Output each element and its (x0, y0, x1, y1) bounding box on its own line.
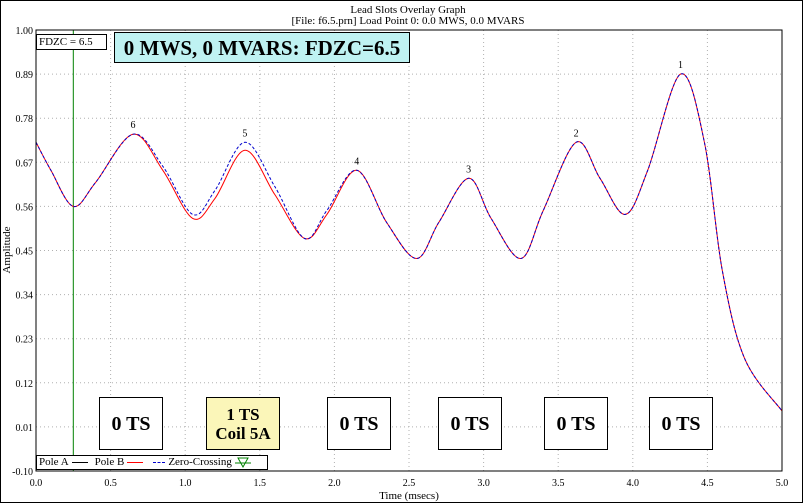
x-tick-label: 0.5 (104, 478, 117, 489)
y-tick-label: 0.78 (16, 114, 34, 125)
x-tick-label: 5.0 (776, 478, 789, 489)
peak-label: 3 (466, 164, 471, 175)
ts-box-3: 0 TS (438, 397, 502, 450)
ts-box-6-text: 0 TS (111, 412, 151, 435)
y-tick-label: 0.45 (16, 247, 34, 258)
x-tick-label: 2.5 (403, 478, 416, 489)
peak-label: 4 (354, 156, 359, 167)
legend-item-zero-crossing: Zero-Crossing (150, 456, 251, 469)
legend-label-pole-a: Pole A (39, 456, 69, 468)
x-axis-label: Time (msecs) (379, 490, 439, 502)
peak-label: 1 (678, 60, 683, 71)
ts-box-1: 0 TS (649, 397, 713, 450)
y-tick-label: 0.89 (16, 70, 34, 81)
legend-item-pole-a: Pole A (39, 456, 91, 469)
ts-box-2-text: 0 TS (556, 412, 596, 435)
chart-title: Lead Slots Overlay Graph (350, 4, 466, 16)
legend-label-zero-crossing: Zero-Crossing (168, 456, 232, 468)
axis-ticks: 0.0 0.5 1.0 1.5 2.0 2.5 3.0 3.5 4.0 4.5 5.0 -0.10 0.… (12, 26, 788, 489)
plot-frame (35, 29, 783, 472)
legend-swatch-pole-b (127, 462, 144, 463)
load-point-banner: 0 MWS, 0 MVARS: FDZC=6.5 (114, 32, 410, 63)
series-zero-crossing (35, 73, 783, 412)
y-tick-label: 0.23 (16, 335, 34, 346)
peak-labels: 6 5 4 3 2 1 (130, 60, 683, 175)
x-tick-label: 0.0 (30, 478, 43, 489)
y-tick-label: 0.12 (16, 379, 34, 390)
ts-box-3-text: 0 TS (450, 412, 490, 435)
x-tick-label: 3.0 (477, 478, 490, 489)
peak-label: 2 (574, 128, 579, 139)
ts-box-4-text: 0 TS (339, 412, 379, 435)
y-tick-label: 0.56 (16, 202, 34, 213)
triangle-down-icon (234, 457, 251, 468)
y-tick-label: 0.01 (16, 423, 34, 434)
y-tick-label: 1.00 (16, 26, 34, 37)
ts-box-4: 0 TS (327, 397, 391, 450)
y-tick-label: 0.34 (16, 291, 34, 302)
ts-box-6: 0 TS (99, 397, 163, 450)
fdzc-label: FDZC = 6.5 (36, 34, 107, 50)
x-tick-label: 2.0 (328, 478, 341, 489)
legend-item-pole-b: Pole B (95, 456, 147, 469)
x-tick-label: 4.5 (701, 478, 714, 489)
x-tick-label: 3.5 (552, 478, 565, 489)
legend-label-pole-b: Pole B (94, 456, 125, 468)
legend-swatch-zero-crossing (153, 462, 166, 463)
peak-label: 6 (130, 120, 135, 131)
x-tick-label: 1.0 (179, 478, 192, 489)
ts-box-5-coil: Coil 5A (215, 423, 271, 443)
y-tick-label: -0.10 (12, 467, 33, 478)
ts-box-1-text: 0 TS (661, 412, 701, 435)
ts-box-2: 0 TS (544, 397, 608, 450)
ts-box-5-text: 1 TS (226, 404, 260, 424)
ts-box-5: 1 TS Coil 5A (206, 397, 280, 450)
peak-label: 5 (242, 128, 247, 139)
y-tick-label: 0.67 (16, 158, 34, 169)
legend-swatch-pole-a (71, 462, 88, 463)
x-tick-label: 4.0 (627, 478, 640, 489)
x-tick-label: 1.5 (254, 478, 267, 489)
chart-subtitle: [File: f6.5.prn] Load Point 0: 0.0 MWS, … (292, 15, 525, 27)
y-axis-label: Amplitude (1, 226, 13, 273)
series-group (35, 73, 783, 412)
legend: Pole A Pole B Zero-Crossing (36, 455, 268, 470)
